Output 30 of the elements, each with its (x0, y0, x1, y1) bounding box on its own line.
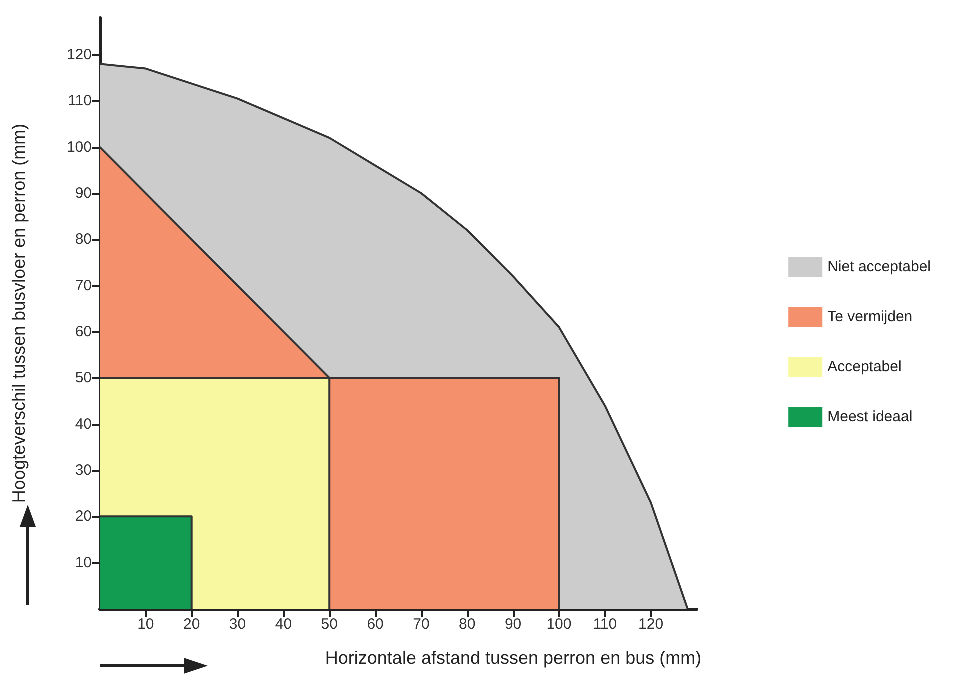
y-tick-label: 120 (66, 46, 92, 64)
x-tick-label: 100 (546, 616, 572, 633)
y-tick-label: 10 (75, 554, 92, 572)
x-tick-label: 20 (184, 616, 200, 633)
y-tick-label: 20 (75, 508, 92, 526)
x-tick-label: 90 (504, 616, 522, 633)
x-tick-label: 10 (138, 616, 154, 633)
y-tick-label: 80 (75, 231, 92, 248)
y-tick-label: 90 (75, 184, 92, 202)
x-tick-label: 80 (459, 616, 476, 633)
y-tick-label: 30 (75, 462, 92, 479)
legend-label: Niet acceptabel (828, 258, 932, 276)
x-tick-label: 30 (229, 616, 246, 633)
y-axis-title: Hoogteverschil tussen busvloer en perron (mm) (9, 124, 29, 504)
x-tick-label: 40 (275, 616, 292, 633)
y-tick-label: 60 (75, 323, 92, 340)
x-tick-label: 70 (413, 616, 430, 633)
y-tick-label: 110 (68, 92, 92, 110)
x-tick-label: 50 (321, 616, 338, 633)
x-axis-title: Horizontale afstand tussen perron en bus (mm) (325, 648, 702, 668)
x-tick-label: 120 (638, 616, 664, 633)
legend-label: Meest ideaal (828, 408, 913, 426)
x-tick-label: 60 (367, 616, 384, 633)
legend-label: Te vermijden (828, 308, 913, 326)
y-tick-label: 50 (75, 370, 92, 387)
legend-label: Acceptabel (828, 358, 902, 376)
y-tick-label: 40 (75, 416, 92, 433)
x-tick-label: 110 (593, 616, 618, 633)
y-tick-label: 70 (75, 277, 92, 294)
y-tick-label: 100 (66, 138, 92, 156)
